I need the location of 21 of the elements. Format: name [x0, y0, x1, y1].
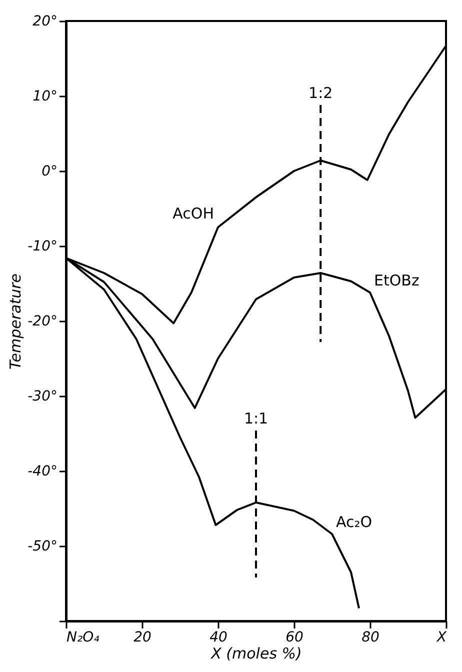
y-tick-label: -10°	[28, 238, 58, 254]
annotation: 1:1	[244, 410, 268, 428]
y-tick-label: -30°	[28, 388, 58, 404]
y-tick-label: -50°	[28, 538, 58, 554]
y-axis-title: Temperature	[6, 273, 25, 370]
x-tick-label: 40	[210, 630, 228, 646]
x-axis-title: X (moles %)	[210, 644, 302, 662]
x-tick-label: 60	[286, 630, 304, 646]
x-tick-label: N₂O₄	[66, 630, 100, 646]
annotation: EtOBz	[374, 272, 420, 290]
y-tick-label: -40°	[28, 464, 58, 480]
annotation: Ac₂O	[336, 513, 372, 531]
x-tick-label: 20	[134, 630, 152, 646]
annotation: AcOH	[172, 204, 214, 222]
y-tick-label: 10°	[32, 88, 58, 104]
y-tick-label: 0°	[42, 164, 58, 180]
annotation: 1:2	[308, 84, 333, 102]
x-tick-label: X	[436, 630, 447, 646]
y-tick-label: -20°	[28, 314, 58, 330]
x-tick-label: 80	[362, 630, 380, 646]
y-tick-label: 20°	[32, 14, 58, 30]
